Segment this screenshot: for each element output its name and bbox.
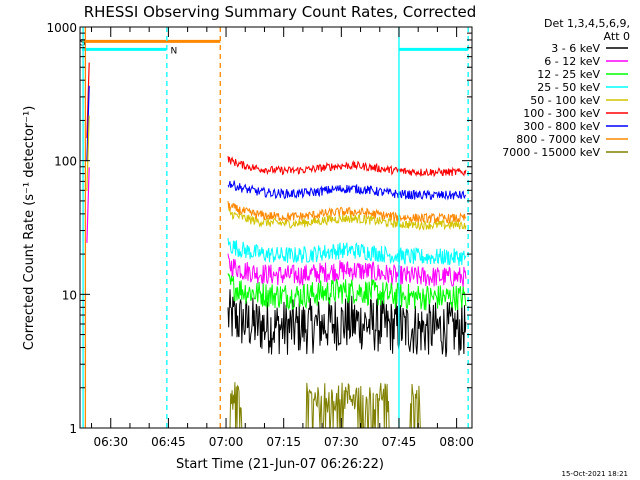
y-tick-label: 1000 xyxy=(46,21,77,35)
early-trace-1 xyxy=(86,85,90,162)
legend-label-6: 300 - 800 keV xyxy=(523,120,600,133)
series-line-0 xyxy=(227,289,467,357)
x-tick-label: 07:30 xyxy=(324,435,359,449)
plot-frame xyxy=(79,26,473,429)
early-trace-3 xyxy=(86,167,90,243)
axes-layer: 1 10 100 1000 06:30 06:45 07:00 07:15 07:30 07:45… xyxy=(46,21,473,449)
chart-title: RHESSI Observing Summary Count Rates, Co… xyxy=(84,3,477,21)
y-tick-label: 10 xyxy=(62,288,77,302)
series-line-7 xyxy=(227,200,467,225)
x-tick-label: 06:45 xyxy=(151,435,186,449)
series-line-8 xyxy=(228,382,466,429)
x-tick-label: 06:30 xyxy=(93,435,128,449)
x-tick-label: 07:00 xyxy=(209,435,244,449)
series-line-6 xyxy=(227,180,466,201)
x-tick-label: 08:00 xyxy=(439,435,474,449)
marker-layer: SN xyxy=(80,27,469,428)
y-axis-label: Corrected Count Rate (s⁻¹ detector⁻¹) xyxy=(22,106,37,351)
x-tick-label: 07:45 xyxy=(382,435,417,449)
legend-header-line-2: Att 0 xyxy=(604,30,630,43)
legend-label-8: 7000 - 15000 keV xyxy=(502,146,600,159)
y-tick-label: 100 xyxy=(54,155,77,169)
y-tick-label: 1 xyxy=(69,422,77,436)
x-tick-label: 07:15 xyxy=(266,435,301,449)
legend-header-line-1: Det 1,3,4,5,6,9, xyxy=(544,17,630,30)
x-axis-label: Start Time (21-Jun-07 06:26:22) xyxy=(176,457,384,472)
early-trace-0 xyxy=(86,62,90,139)
series-line-2 xyxy=(227,273,467,311)
legend-label-3: 25 - 50 keV xyxy=(537,81,600,94)
legend-label-2: 12 - 25 keV xyxy=(537,68,600,81)
marker-label-1: N xyxy=(170,46,177,56)
legend-label-5: 100 - 300 keV xyxy=(523,107,600,120)
legend-label-1: 6 - 12 keV xyxy=(544,55,600,68)
series-line-1 xyxy=(227,253,467,288)
legend-label-4: 50 - 100 keV xyxy=(530,94,600,107)
series-line-3 xyxy=(227,237,467,266)
early-trace-2 xyxy=(86,115,90,191)
series-line-4 xyxy=(227,208,467,231)
series-layer xyxy=(86,62,467,429)
series-line-5 xyxy=(227,156,467,178)
legend-label-7: 800 - 7000 keV xyxy=(516,133,600,146)
legend-label-0: 3 - 6 keV xyxy=(551,42,600,55)
footer-timestamp: 15-Oct-2021 18:21 xyxy=(562,470,628,478)
